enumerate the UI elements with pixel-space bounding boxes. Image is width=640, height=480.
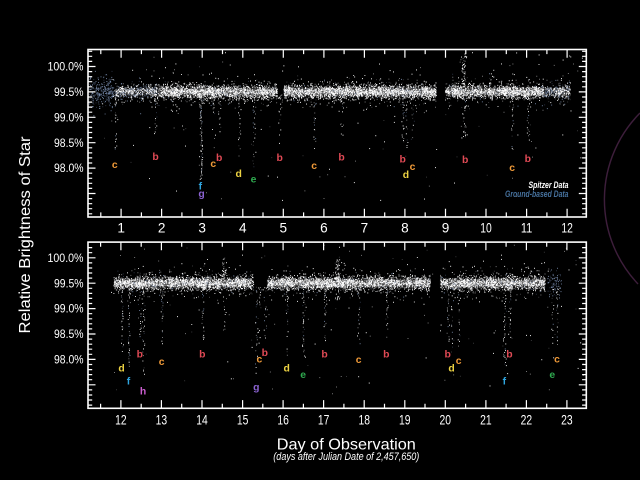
svg-text:98.0%: 98.0% [54,355,84,367]
svg-text:3: 3 [198,220,206,235]
svg-text:Relative Brightness of Star: Relative Brightness of Star [17,137,34,334]
svg-text:98.5%: 98.5% [54,329,84,341]
svg-text:c: c [456,356,462,367]
svg-text:19: 19 [399,412,411,427]
svg-text:18: 18 [358,412,370,427]
svg-text:Spitzer Data: Spitzer Data [529,179,569,190]
svg-text:c: c [410,162,416,173]
svg-text:99.5%: 99.5% [54,278,84,290]
svg-text:b: b [152,152,158,163]
svg-text:17: 17 [318,412,330,427]
svg-text:e: e [251,175,257,186]
svg-text:99.0%: 99.0% [54,304,84,316]
svg-text:b: b [216,153,222,164]
svg-text:14: 14 [196,412,208,427]
svg-text:10: 10 [480,220,492,235]
svg-text:b: b [525,154,531,165]
svg-text:b: b [383,349,389,360]
svg-text:99.5%: 99.5% [54,87,84,99]
svg-text:5: 5 [280,220,288,235]
svg-text:e: e [300,370,306,381]
svg-text:Ground-based Data: Ground-based Data [505,188,569,199]
svg-text:b: b [462,155,468,166]
svg-text:15: 15 [237,412,249,427]
svg-text:7: 7 [361,220,369,235]
svg-text:c: c [112,160,118,171]
svg-text:100.0%: 100.0% [48,62,84,74]
svg-text:b: b [321,349,327,360]
svg-text:b: b [506,349,512,360]
svg-text:d: d [403,170,409,181]
svg-text:b: b [199,349,205,360]
svg-text:d: d [284,364,290,375]
svg-text:(days after Julian Date of 2,4: (days after Julian Date of 2,457,650) [273,451,419,463]
svg-text:98.0%: 98.0% [54,163,84,175]
svg-text:c: c [159,357,165,368]
svg-text:c: c [311,161,317,172]
svg-text:d: d [448,364,454,375]
svg-text:22: 22 [521,412,533,427]
svg-text:c: c [509,163,515,174]
svg-text:b: b [262,348,268,359]
svg-text:Day of Observation: Day of Observation [277,437,416,454]
svg-text:g: g [198,189,204,200]
svg-text:21: 21 [480,412,492,427]
svg-text:h: h [140,386,146,397]
svg-text:c: c [356,355,362,366]
svg-text:16: 16 [277,412,289,427]
svg-text:b: b [400,154,406,165]
svg-text:e: e [549,370,555,381]
svg-text:23: 23 [561,412,573,427]
svg-text:f: f [199,182,203,193]
svg-text:98.5%: 98.5% [54,138,84,150]
svg-text:100.0%: 100.0% [48,253,84,265]
svg-text:13: 13 [156,412,168,427]
svg-text:1: 1 [117,220,125,235]
svg-text:b: b [445,349,451,360]
svg-text:b: b [137,349,143,360]
svg-text:12: 12 [561,220,573,235]
svg-text:f: f [127,377,131,388]
svg-text:c: c [554,354,560,365]
svg-text:20: 20 [440,412,452,427]
svg-text:8: 8 [401,220,409,235]
svg-text:99.0%: 99.0% [54,112,84,124]
svg-text:9: 9 [442,220,450,235]
svg-text:b: b [338,152,344,163]
svg-text:11: 11 [521,220,533,235]
svg-text:12: 12 [115,412,127,427]
svg-text:d: d [118,364,124,375]
svg-text:2: 2 [158,220,166,235]
svg-text:6: 6 [320,220,328,235]
svg-text:4: 4 [239,220,247,235]
svg-text:d: d [236,169,242,180]
svg-text:f: f [503,377,507,388]
svg-text:c: c [257,354,263,365]
svg-text:b: b [277,153,283,164]
svg-text:c: c [210,159,216,170]
svg-text:g: g [253,383,259,394]
